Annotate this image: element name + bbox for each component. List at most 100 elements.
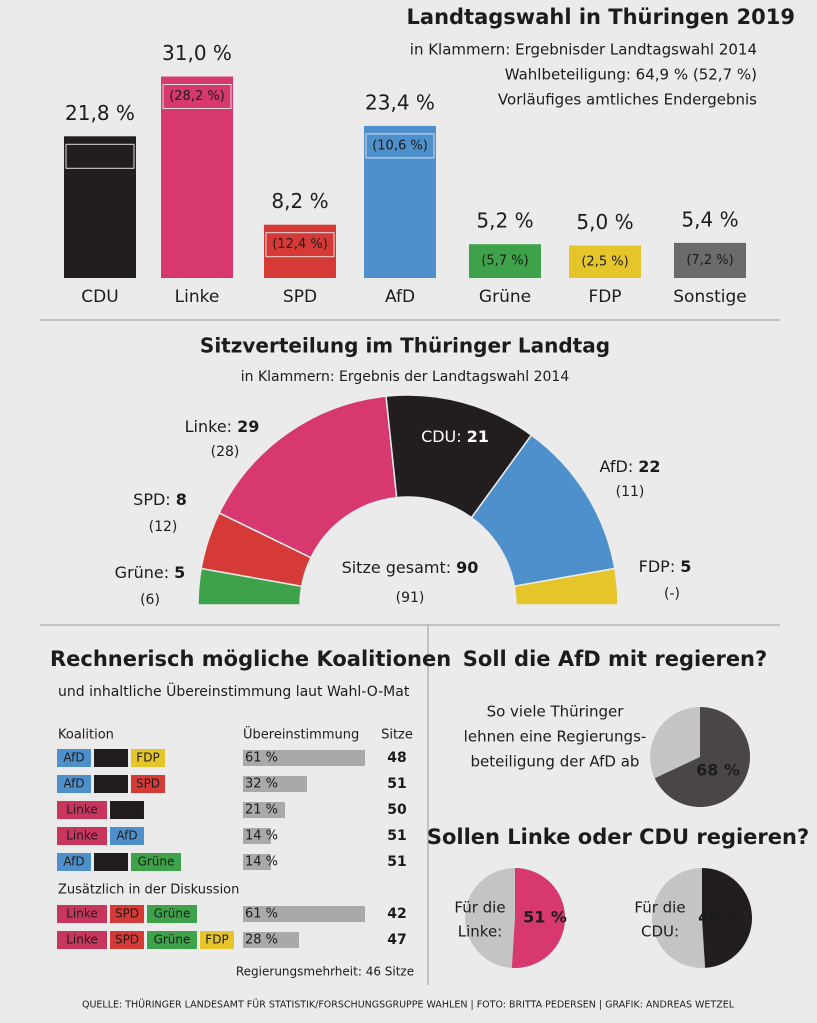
seat-label: SPD: 8 <box>133 490 187 509</box>
party-chip <box>57 931 107 949</box>
match-bar <box>243 932 299 948</box>
party-chip <box>110 827 144 845</box>
party-chip <box>94 749 128 767</box>
chart-title: Sollen Linke oder CDU regieren? <box>427 825 809 849</box>
party-chip <box>94 775 128 793</box>
seat-label: AfD: 22 <box>600 457 661 476</box>
seat-label: FDP: 5 <box>639 557 692 576</box>
seat-label: CDU: 21 <box>421 427 489 446</box>
seat-party: SPD: <box>133 490 171 509</box>
table-header: Übereinstimmung <box>243 726 359 743</box>
pie-text: Für die <box>634 899 685 917</box>
match-bar <box>243 828 271 844</box>
previous-label: (7,2 %) <box>686 253 733 268</box>
footnote: Regierungsmehrheit: 46 Sitze <box>236 965 414 979</box>
seat-previous: (12) <box>149 519 178 535</box>
seat-previous: (6) <box>140 592 160 608</box>
party-name: SPD <box>136 777 160 791</box>
party-chip <box>110 905 144 923</box>
value-label: 5,0 % <box>576 210 633 234</box>
bar <box>364 125 436 279</box>
category-label: SPD <box>283 287 317 307</box>
party-name: CDU <box>98 855 124 869</box>
total-value: 90 <box>456 558 478 577</box>
seat-previous: (-) <box>664 586 680 602</box>
seat-value: 5 <box>174 563 185 582</box>
seat-value: 21 <box>467 427 489 446</box>
seat-party: FDP: <box>639 557 676 576</box>
seat-previous: (28) <box>211 444 240 460</box>
seat-segment <box>513 567 619 606</box>
match-bar <box>243 750 365 766</box>
bar <box>469 244 541 278</box>
value-label: 5,2 % <box>476 209 533 233</box>
party-name: CDU <box>98 751 124 765</box>
pie-text: Linke: <box>458 923 502 941</box>
match-label: 61 % <box>245 751 278 766</box>
party-chip <box>110 801 144 819</box>
value-label: 8,2 % <box>271 189 328 213</box>
previous-box <box>365 133 435 159</box>
seat-previous: (34) <box>441 455 470 471</box>
seats: 50 <box>387 802 407 818</box>
seats: 51 <box>387 776 406 792</box>
category-label: CDU <box>81 287 118 307</box>
party-chip <box>57 801 107 819</box>
seats: 47 <box>387 932 406 948</box>
value-label: 5,4 % <box>681 207 738 231</box>
pie-label: 51 % <box>523 908 567 927</box>
party-chip <box>147 931 197 949</box>
party-name: Grüne <box>154 907 191 921</box>
pie-label: 49 % <box>698 908 742 927</box>
party-name: Linke <box>66 829 98 843</box>
seat-party: AfD: <box>600 457 634 476</box>
party-chip <box>131 775 165 793</box>
party-name: FDP <box>205 933 228 947</box>
pie-text: beteiligung der AfD ab <box>471 753 640 771</box>
total-previous: (91) <box>396 590 425 606</box>
category-label: FDP <box>588 287 621 307</box>
bar <box>161 76 233 278</box>
bar <box>569 245 641 278</box>
pie-label: 68 % <box>696 761 740 780</box>
party-name: Linke <box>66 933 98 947</box>
bar <box>64 136 136 278</box>
previous-box <box>65 143 135 169</box>
chart-title: Landtagswahl in Thüringen 2019 <box>407 5 795 29</box>
chart-subtitle: Vorläufiges amtliches Endergebnis <box>498 91 757 109</box>
total-text: Sitze gesamt: <box>342 558 452 577</box>
party-chip <box>57 853 91 871</box>
party-name: Grüne <box>138 855 175 869</box>
match-bar <box>243 802 285 818</box>
seat-value: 5 <box>680 557 691 576</box>
footer: QUELLE: THÜRINGER LANDESAMT FÜR STATISTI… <box>82 1000 735 1011</box>
seat-label: Grüne: 5 <box>115 563 186 582</box>
party-name: CDU <box>114 803 140 817</box>
seat-value: 29 <box>237 417 259 436</box>
table-header: Koalition <box>58 728 114 743</box>
seat-previous: (11) <box>616 484 645 500</box>
pie-text: So viele Thüringer <box>487 703 625 721</box>
party-chip <box>200 931 234 949</box>
table-subtitle: und inhaltliche Übereinstimmung laut Wah… <box>58 682 410 700</box>
chart-subtitle: in Klammern: Ergebnisder Landtagswahl 20… <box>410 41 757 59</box>
party-name: AfD <box>63 777 84 791</box>
table-title: Rechnerisch mögliche Koalitionen <box>50 647 451 671</box>
previous-label: (33,5 %) <box>72 149 128 164</box>
party-chip <box>94 853 128 871</box>
party-chip <box>131 853 181 871</box>
category-label: Linke <box>175 287 220 307</box>
seat-value: 8 <box>176 490 187 509</box>
party-name: SPD <box>115 933 139 947</box>
match-label: 61 % <box>245 907 278 922</box>
seat-label: Linke: 29 <box>185 417 260 436</box>
match-label: 32 % <box>245 777 278 792</box>
previous-label: (10,6 %) <box>372 138 428 153</box>
party-name: Grüne <box>154 933 191 947</box>
match-label: 21 % <box>245 803 278 818</box>
match-bar <box>243 776 307 792</box>
party-chip <box>110 931 144 949</box>
pie-slice <box>511 868 565 968</box>
party-name: CDU <box>98 777 124 791</box>
